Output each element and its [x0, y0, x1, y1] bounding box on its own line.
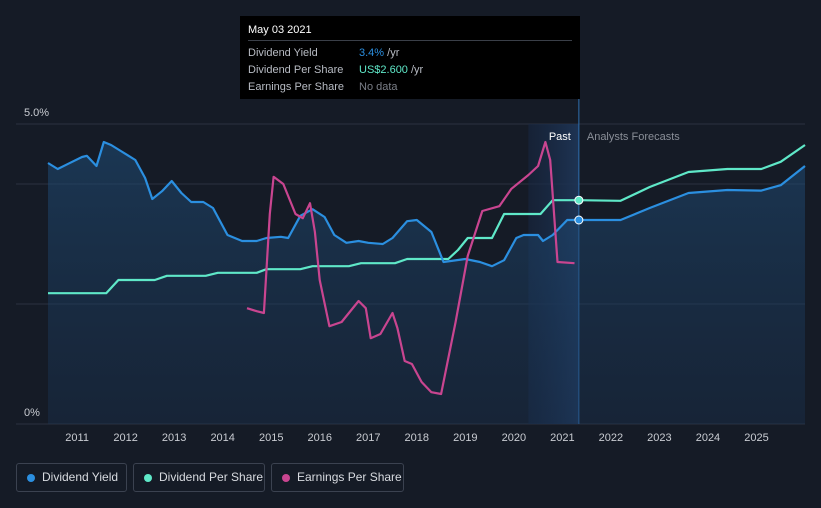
dividend-per-share-forecast-line [578, 144, 806, 202]
tooltip-date: May 03 2021 [248, 24, 312, 36]
x-axis-tick-label: 2025 [744, 432, 768, 444]
x-axis-tick-label: 2014 [210, 432, 234, 444]
x-axis-tick-label: 2020 [502, 432, 526, 444]
tooltip-row-yield: Dividend Yield 3.4% /yr [248, 47, 399, 59]
tooltip: May 03 2021 Dividend Yield 3.4% /yr Divi… [240, 16, 580, 99]
dividend-yield-forecast-line [578, 165, 806, 222]
dividend-yield-area [48, 142, 805, 424]
tooltip-unit: /yr [384, 47, 400, 59]
legend-dot-icon [144, 474, 152, 482]
dividend-yield-marker [574, 215, 584, 225]
x-axis-tick-label: 2011 [65, 432, 89, 444]
earnings-per-share-line [246, 140, 575, 396]
x-axis-tick-label: 2017 [356, 432, 380, 444]
x-axis-tick-label: 2016 [308, 432, 332, 444]
tooltip-label: Dividend Per Share [248, 64, 344, 76]
tooltip-value: No data [359, 81, 398, 93]
legend-earnings-per-share[interactable]: Earnings Per Share [271, 463, 404, 492]
x-axis-tick-label: 2019 [453, 432, 477, 444]
x-axis-tick-label: 2024 [696, 432, 720, 444]
axis-labels: 5.0% 0% 2011 2012 2013 2014 2015 2016 2017 2018 20… [24, 107, 769, 444]
tooltip-divider [248, 40, 572, 41]
yield-area [48, 142, 805, 424]
tooltip-label: Dividend Yield [248, 47, 318, 59]
tooltip-row-eps: Earnings Per Share No data [248, 81, 398, 93]
tooltip-row-dps: Dividend Per Share US$2.600 /yr [248, 64, 423, 76]
tooltip-label: Earnings Per Share [248, 81, 344, 93]
legend-dot-icon [27, 474, 35, 482]
legend-label: Earnings Per Share [297, 470, 402, 484]
x-axis-tick-label: 2021 [550, 432, 574, 444]
x-axis-tick-label: 2022 [599, 432, 623, 444]
tooltip-unit: /yr [407, 64, 424, 76]
x-axis-tick-label: 2013 [162, 432, 186, 444]
tooltip-value: US$2.600 [359, 64, 408, 76]
legend-dividend-yield[interactable]: Dividend Yield [16, 463, 127, 492]
legend-dot-icon [282, 474, 290, 482]
x-axis-tick-label: 2023 [647, 432, 671, 444]
x-axis-tick-label: 2015 [259, 432, 283, 444]
dividend-per-share-line [48, 199, 579, 295]
legend-label: Dividend Per Share [159, 470, 264, 484]
tooltip-value: 3.4% [359, 47, 385, 59]
y-axis-label-bottom: 0% [24, 407, 40, 419]
dividend-per-share-marker [574, 195, 584, 205]
y-axis-label-top: 5.0% [24, 107, 49, 119]
x-axis-tick-label: 2018 [405, 432, 429, 444]
series-lines [47, 140, 806, 396]
x-axis-tick-label: 2012 [113, 432, 137, 444]
legend-dividend-per-share[interactable]: Dividend Per Share [133, 463, 265, 492]
forecast-label: Analysts Forecasts [587, 131, 680, 143]
dividend-yield-line [47, 140, 579, 268]
past-label: Past [549, 131, 571, 143]
legend-label: Dividend Yield [42, 470, 119, 484]
